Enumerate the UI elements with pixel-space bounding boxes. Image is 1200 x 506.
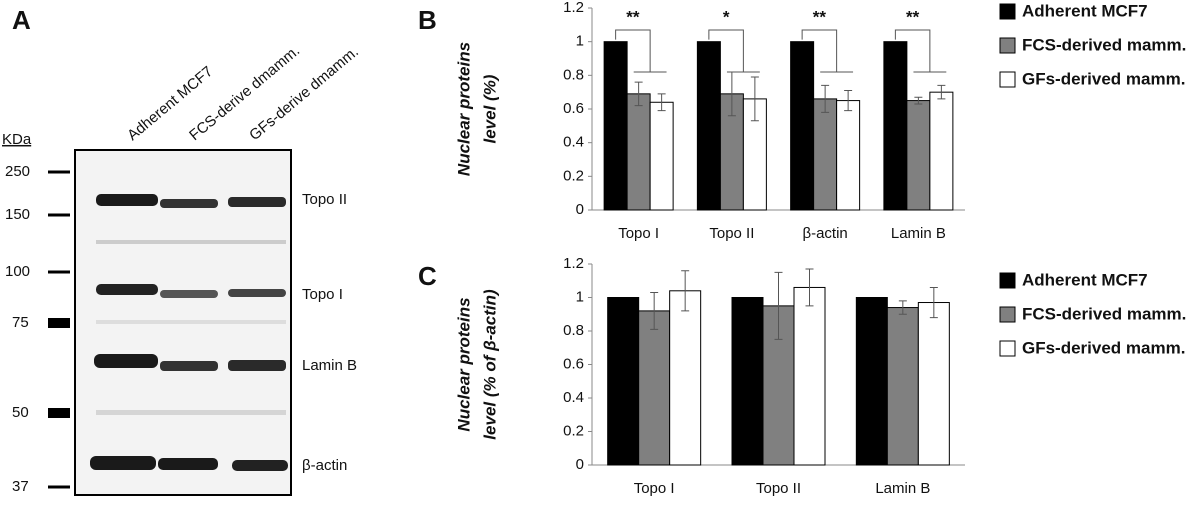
error-bar (914, 96, 923, 105)
x-tick-label: Lamin B (875, 480, 930, 497)
lane-label: GFs-derive dmamm. (246, 43, 362, 144)
y-axis-label: Nuclear proteins (454, 297, 473, 431)
marker-label: 100 (5, 263, 30, 280)
bar (793, 286, 826, 466)
legend-label: FCS-derived mamm. (1022, 35, 1186, 54)
y-tick-label: 0.4 (563, 389, 584, 406)
unit-label: KDa (2, 131, 32, 148)
y-tick-label: 0 (576, 456, 584, 473)
x-tick-label: Lamin B (891, 225, 946, 242)
x-tick-label: β-actin (802, 225, 847, 242)
marker-label: 37 (12, 478, 29, 495)
bar (696, 41, 721, 211)
error-bar (750, 76, 759, 122)
legend-swatch (999, 3, 1016, 20)
marker-label: 50 (12, 404, 29, 421)
legend-label: GFs-derived mamm. (1022, 338, 1185, 357)
panel-label: B (418, 5, 437, 35)
y-tick-label: 0.8 (563, 66, 584, 83)
legend-label: Adherent MCF7 (1022, 270, 1148, 289)
error-bar (634, 81, 643, 107)
error-bar (937, 84, 946, 100)
panel-label: C (418, 261, 437, 291)
bar (669, 290, 702, 466)
bar (883, 41, 908, 211)
significance-bracket (894, 29, 947, 73)
y-tick-label: 0 (576, 201, 584, 218)
error-bar (774, 271, 783, 340)
error-bar (650, 291, 659, 330)
bar (813, 98, 838, 211)
y-axis-label: level (%) (480, 74, 499, 143)
marker-ticks (48, 170, 70, 489)
y-tick-label: 1.2 (563, 0, 584, 16)
bar (626, 93, 651, 211)
significance-bracket (801, 29, 854, 73)
bar (603, 41, 628, 211)
legend-swatch (999, 340, 1016, 357)
error-bar (681, 270, 690, 312)
legend-swatch (999, 306, 1016, 323)
band-label: Topo I (302, 286, 343, 303)
error-bar (844, 89, 853, 112)
significance-bracket (615, 29, 667, 73)
y-tick-label: 0.2 (563, 422, 584, 439)
significance-bracket (708, 29, 760, 73)
band-label: β-actin (302, 457, 347, 474)
bar (906, 100, 931, 211)
legend-swatch (999, 272, 1016, 289)
panel-label: A (12, 5, 31, 35)
bar (855, 297, 888, 466)
x-tick-label: Topo II (709, 225, 754, 242)
x-tick-label: Topo II (756, 480, 801, 497)
y-tick-label: 0.6 (563, 100, 584, 117)
y-axis-label: Nuclear proteins (454, 42, 473, 176)
y-tick-label: 1 (576, 33, 584, 50)
bar (836, 100, 861, 211)
significance-label: ** (906, 7, 920, 26)
significance-label: * (723, 7, 730, 26)
error-bar (821, 84, 830, 113)
marker-label: 250 (5, 163, 30, 180)
y-axis-label: level (% of β-actin) (480, 289, 499, 440)
marker-label: 150 (5, 206, 30, 223)
x-tick-label: Topo I (618, 225, 659, 242)
bar (929, 91, 954, 211)
blot-bands (90, 194, 288, 471)
error-bar (657, 93, 666, 112)
bar (731, 297, 764, 466)
legend-label: GFs-derived mamm. (1022, 69, 1185, 88)
bar (649, 101, 674, 211)
y-tick-label: 0.4 (563, 134, 584, 151)
error-bar (929, 286, 938, 319)
error-bar (898, 300, 907, 315)
y-tick-label: 1 (576, 288, 584, 305)
bar (638, 310, 671, 466)
significance-label: ** (813, 7, 827, 26)
bar (790, 41, 815, 211)
legend-swatch (999, 37, 1016, 54)
legend-swatch (999, 71, 1016, 88)
marker-label: 75 (12, 314, 29, 331)
y-tick-label: 0.6 (563, 355, 584, 372)
bar (886, 307, 919, 466)
y-tick-label: 0.8 (563, 322, 584, 339)
lane-label: FCS-derive dmamm. (186, 42, 303, 144)
significance-label: ** (626, 7, 640, 26)
legend-label: FCS-derived mamm. (1022, 304, 1186, 323)
band-label: Topo II (302, 191, 347, 208)
bar (607, 297, 640, 466)
band-label: Lamin B (302, 357, 357, 374)
bar (917, 302, 950, 466)
error-bar (805, 268, 814, 307)
legend-label: Adherent MCF7 (1022, 1, 1148, 20)
y-tick-label: 1.2 (563, 255, 584, 272)
x-tick-label: Topo I (634, 480, 675, 497)
y-tick-label: 0.2 (563, 167, 584, 184)
